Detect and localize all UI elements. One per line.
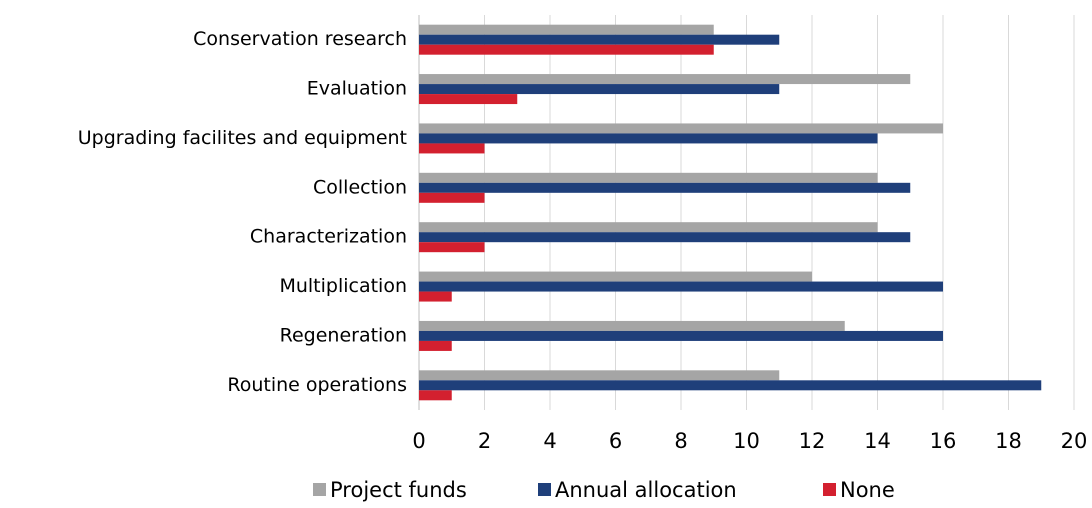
- x-tick-label: 8: [674, 429, 687, 453]
- legend-label: None: [840, 478, 895, 502]
- bar: [419, 74, 911, 85]
- legend-swatch: [538, 483, 551, 496]
- x-tick-label: 20: [1061, 429, 1088, 453]
- bar: [419, 34, 780, 45]
- bar: [419, 232, 911, 243]
- x-tick-label: 6: [609, 429, 622, 453]
- bar: [419, 380, 1042, 391]
- bar: [419, 281, 943, 292]
- y-tick-label: Routine operations: [227, 374, 407, 396]
- y-tick-label: Regeneration: [280, 324, 407, 346]
- bar: [419, 44, 714, 55]
- bar: [419, 370, 780, 381]
- y-tick-label: Characterization: [250, 226, 407, 248]
- x-tick-label: 0: [412, 429, 425, 453]
- bar: [419, 172, 878, 183]
- y-tick-label: Conservation research: [193, 28, 407, 50]
- y-tick-label: Upgrading facilites and equipment: [78, 127, 407, 149]
- x-tick-label: 18: [995, 429, 1022, 453]
- bar: [419, 133, 878, 144]
- x-tick-label: 14: [864, 429, 891, 453]
- bar: [419, 271, 812, 282]
- bar: [419, 390, 452, 401]
- legend-swatch: [313, 483, 326, 496]
- bar: [419, 143, 485, 154]
- bar: [419, 291, 452, 302]
- bar: [419, 242, 485, 253]
- x-tick-label: 10: [733, 429, 760, 453]
- bar: [419, 182, 911, 193]
- legend-swatch: [823, 483, 836, 496]
- bar: [419, 330, 943, 341]
- y-tick-label: Multiplication: [279, 275, 407, 297]
- y-tick-label: Evaluation: [307, 78, 407, 100]
- bar: [419, 123, 943, 134]
- legend-label: Project funds: [330, 478, 467, 502]
- x-tick-label: 12: [799, 429, 826, 453]
- bar: [419, 320, 845, 331]
- x-tick-label: 2: [478, 429, 491, 453]
- y-tick-label: Collection: [313, 176, 407, 198]
- legend-label: Annual allocation: [555, 478, 737, 502]
- bar: [419, 192, 485, 203]
- bar: [419, 84, 780, 95]
- bar: [419, 340, 452, 351]
- bar: [419, 222, 878, 233]
- bar: [419, 24, 714, 35]
- x-tick-label: 16: [930, 429, 957, 453]
- x-tick-label: 4: [543, 429, 556, 453]
- bar: [419, 94, 518, 105]
